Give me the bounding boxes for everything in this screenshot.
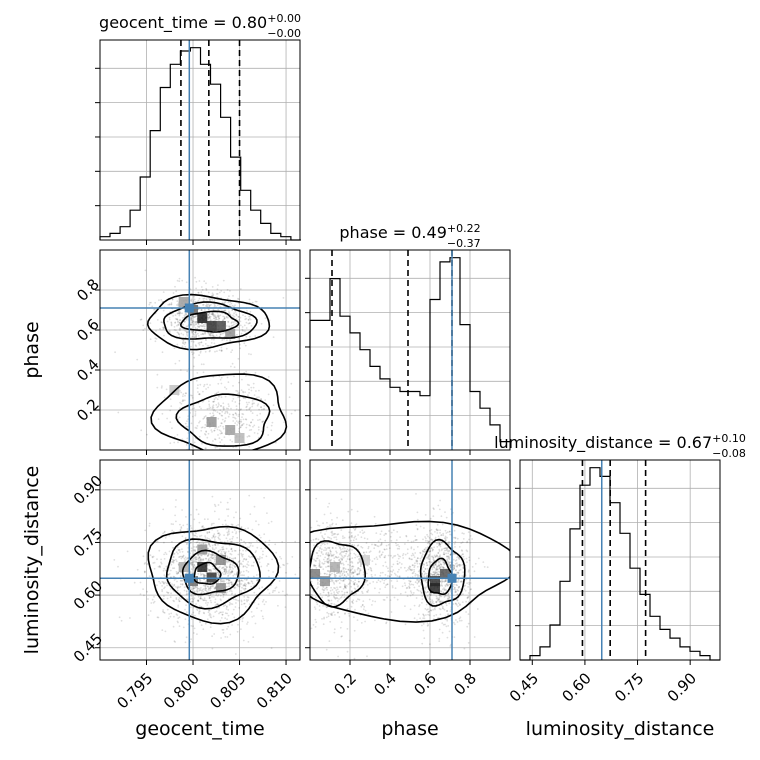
pair-geocent_time-luminosity_distance-content <box>100 460 300 660</box>
y-tick-label-phase-3: 0.8 <box>73 275 103 305</box>
title-phase: phase = 0.49+0.22 <box>339 222 480 242</box>
x-tick-label-geocent_time-1: 0.800 <box>160 669 203 712</box>
pair-geocent_time-phase-contour-2 <box>179 310 240 333</box>
histogram-geocent_time <box>99 47 301 241</box>
x-tick-label-geocent_time-2: 0.805 <box>206 669 249 712</box>
pair-geocent_time-phase-contour-1 <box>163 301 258 340</box>
x-tick-label-phase-3: 0.8 <box>450 669 480 699</box>
pair-phase-luminosity_distance-content <box>310 460 510 660</box>
pair-geocent_time-luminosity_distance-truth-marker <box>184 573 194 583</box>
pair-geocent_time-luminosity_distance-contour-0 <box>147 525 280 625</box>
pair-geocent_time-phase-bin-1 <box>197 313 208 323</box>
pair-geocent_time-phase-bin-5 <box>178 297 189 307</box>
pair-geocent_time-phase-truth-marker <box>184 303 194 313</box>
pair-geocent_time-phase-bin-8 <box>225 425 236 435</box>
pair-geocent_time-phase-scatter <box>114 269 296 450</box>
pair-geocent_time-luminosity_distance-bin-4 <box>197 544 208 555</box>
x-tick-label-geocent_time-3: 0.810 <box>253 669 296 712</box>
title-geocent_time: geocent_time = 0.80+0.00 <box>99 12 301 33</box>
pair-phase-luminosity_distance-contour-1 <box>310 540 367 608</box>
pair-geocent_time-phase-content <box>100 250 300 450</box>
pair-phase-luminosity_distance-density-bins <box>310 555 450 594</box>
x-axis-label-geocent_time: geocent_time <box>135 718 264 740</box>
pair-phase-luminosity_distance-bin-2 <box>330 562 340 572</box>
pair-geocent_time-luminosity_distance-bin-0 <box>197 562 208 572</box>
x-tick-label-geocent_time-0: 0.795 <box>113 669 156 712</box>
histogram-luminosity_distance <box>520 467 720 661</box>
pair-geocent_time-luminosity_distance-plot-area <box>113 494 300 655</box>
x-tick-label-phase-2: 0.6 <box>410 669 440 699</box>
title-minus-luminosity_distance: −0.08 <box>712 447 746 460</box>
pair-geocent_time-phase-bin-4 <box>225 329 236 339</box>
y-axis-label-luminosity_distance: luminosity_distance <box>21 466 43 655</box>
pair-phase-luminosity_distance-bin-6 <box>360 555 370 565</box>
pair-geocent_time-phase-contour-4 <box>175 393 271 447</box>
y-axis-label-phase: phase <box>21 321 43 378</box>
hist-geocent_time-frame <box>99 39 301 241</box>
hist-phase-frame <box>309 249 511 451</box>
title-minus-phase: −0.37 <box>447 237 481 250</box>
pair-geocent_time-phase-bin-7 <box>206 417 217 427</box>
x-tick-label-luminosity_distance-1: 0.60 <box>558 669 594 705</box>
pair-phase-luminosity_distance-bin-5 <box>430 583 440 594</box>
pair-phase-luminosity_distance-frame <box>309 459 511 661</box>
histogram-phase <box>309 257 510 450</box>
pair-phase-luminosity_distance-bin-3 <box>430 576 440 587</box>
pair-phase-luminosity_distance-bin-0 <box>310 569 320 579</box>
pair-geocent_time-phase-contour-3 <box>150 373 288 450</box>
pair-phase-luminosity_distance-truth-marker <box>447 573 457 583</box>
hist-luminosity_distance-frame <box>519 459 721 661</box>
x-tick-label-luminosity_distance-3: 0.90 <box>664 669 700 705</box>
pair-phase-luminosity_distance-bin-4 <box>440 569 450 579</box>
x-axis-label-phase: phase <box>381 718 438 740</box>
y-tick-label-luminosity_distance-1: 0.60 <box>70 577 106 613</box>
pair-geocent_time-luminosity_distance-contour-3 <box>193 561 222 585</box>
pair-geocent_time-luminosity_distance-contour-2 <box>181 549 240 596</box>
y-tick-label-phase-1: 0.4 <box>73 355 103 385</box>
pair-geocent_time-luminosity_distance-contour-1 <box>165 538 261 610</box>
pair-geocent_time-phase-plot-area <box>114 269 296 450</box>
title-luminosity_distance: luminosity_distance = 0.67+0.10 <box>494 432 746 453</box>
y-tick-label-luminosity_distance-2: 0.75 <box>70 524 106 560</box>
pair-geocent_time-luminosity_distance-bin-3 <box>215 555 226 565</box>
pair-geocent_time-phase-bin-3 <box>215 321 226 331</box>
pair-geocent_time-phase-frame <box>99 249 301 451</box>
pair-geocent_time-phase-bin-2 <box>206 321 217 331</box>
y-tick-label-phase-0: 0.2 <box>73 395 103 425</box>
pair-phase-luminosity_distance-bin-1 <box>320 576 330 587</box>
x-tick-label-phase-1: 0.4 <box>370 669 400 699</box>
pair-phase-luminosity_distance-contour-0 <box>310 520 510 623</box>
x-tick-label-luminosity_distance-2: 0.75 <box>611 669 647 705</box>
title-minus-geocent_time: −0.00 <box>267 27 301 40</box>
pair-phase-luminosity_distance-plot-area <box>310 493 510 660</box>
pair-geocent_time-phase-bin-9 <box>234 433 245 443</box>
pair-geocent_time-luminosity_distance-frame <box>99 459 301 661</box>
y-tick-label-phase-2: 0.6 <box>73 315 103 345</box>
x-tick-label-phase-0: 0.2 <box>330 669 360 699</box>
x-tick-label-luminosity_distance-0: 0.45 <box>506 669 542 705</box>
pair-geocent_time-luminosity_distance-bin-5 <box>215 583 226 594</box>
pair-geocent_time-phase-contour-0 <box>146 293 271 351</box>
x-axis-label-luminosity_distance: luminosity_distance <box>526 718 715 740</box>
y-tick-label-luminosity_distance-3: 0.90 <box>70 472 106 508</box>
